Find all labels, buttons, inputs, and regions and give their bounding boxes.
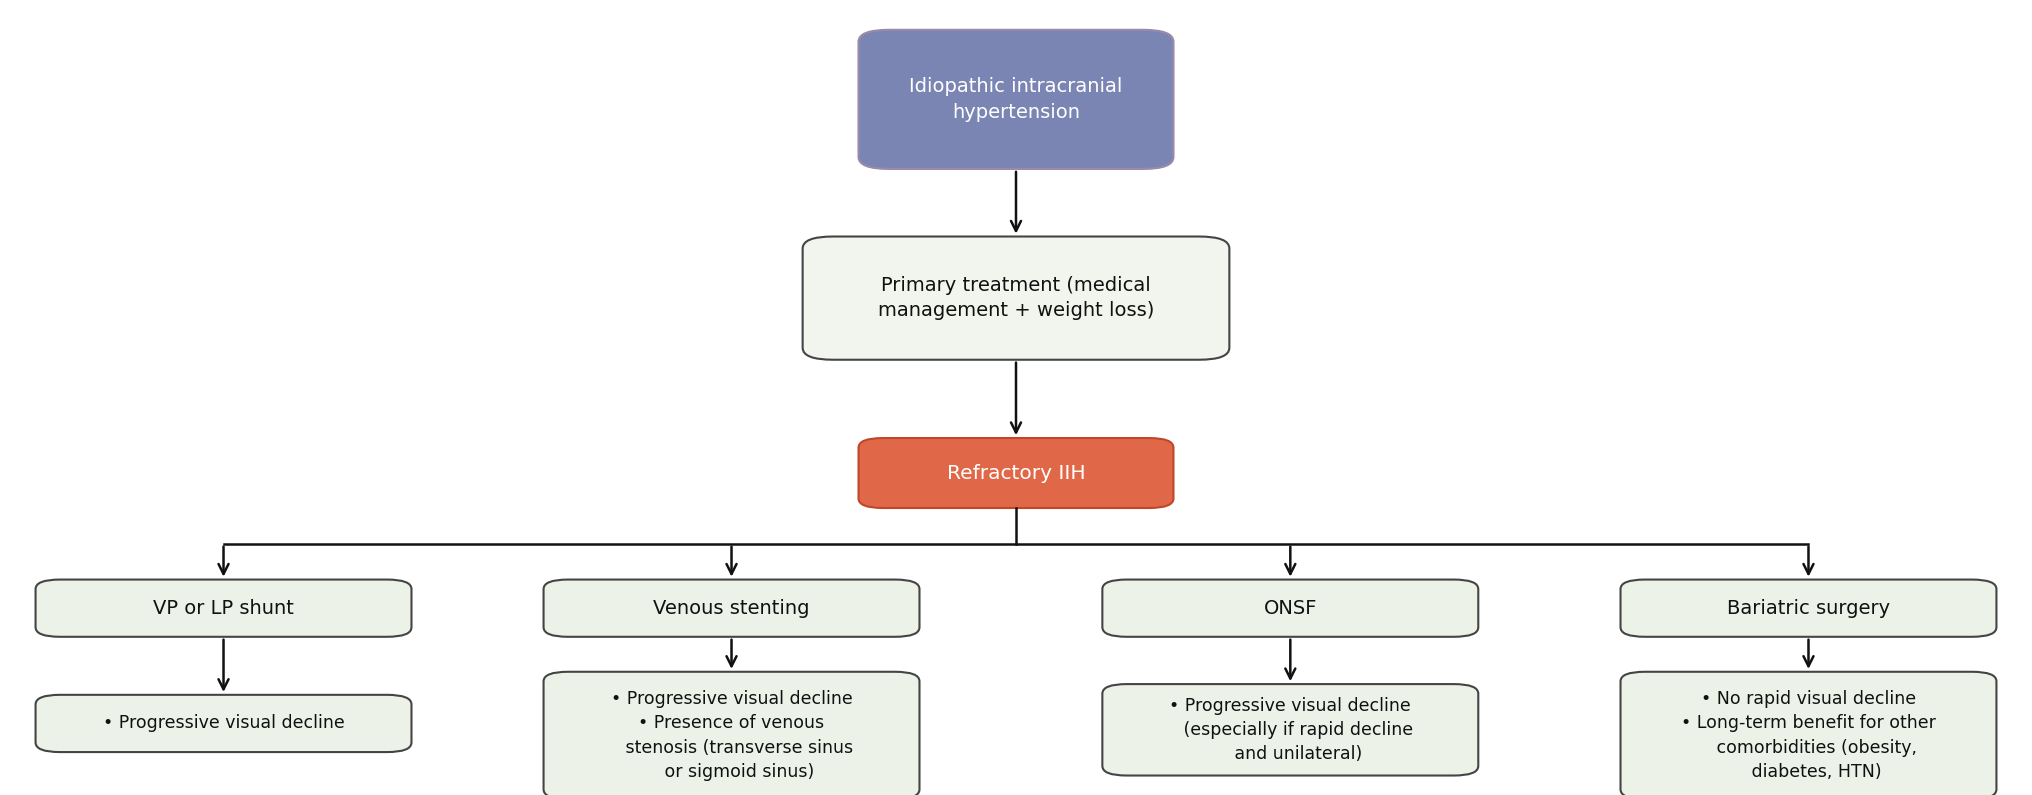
Text: Bariatric surgery: Bariatric surgery — [1727, 599, 1890, 618]
FancyBboxPatch shape — [1622, 672, 1995, 795]
Text: Primary treatment (medical
management + weight loss): Primary treatment (medical management + … — [878, 276, 1154, 320]
Text: Venous stenting: Venous stenting — [652, 599, 811, 618]
FancyBboxPatch shape — [1101, 684, 1477, 776]
Text: Idiopathic intracranial
hypertension: Idiopathic intracranial hypertension — [908, 77, 1124, 122]
FancyBboxPatch shape — [803, 237, 1229, 359]
FancyBboxPatch shape — [543, 580, 918, 637]
Text: VP or LP shunt: VP or LP shunt — [152, 599, 295, 618]
Text: • Progressive visual decline: • Progressive visual decline — [104, 715, 343, 732]
FancyBboxPatch shape — [1622, 580, 1995, 637]
FancyBboxPatch shape — [1101, 580, 1477, 637]
FancyBboxPatch shape — [37, 695, 410, 752]
Text: ONSF: ONSF — [1264, 599, 1317, 618]
FancyBboxPatch shape — [37, 580, 410, 637]
FancyBboxPatch shape — [858, 30, 1174, 169]
FancyBboxPatch shape — [543, 672, 918, 795]
Text: • Progressive visual decline
   (especially if rapid decline
   and unilateral): • Progressive visual decline (especially… — [1166, 696, 1414, 763]
Text: • No rapid visual decline
• Long-term benefit for other
   comorbidities (obesit: • No rapid visual decline • Long-term be… — [1680, 690, 1936, 781]
Text: • Progressive visual decline
• Presence of venous
   stenosis (transverse sinus
: • Progressive visual decline • Presence … — [610, 690, 853, 781]
Text: Refractory IIH: Refractory IIH — [947, 463, 1085, 483]
FancyBboxPatch shape — [858, 438, 1174, 508]
